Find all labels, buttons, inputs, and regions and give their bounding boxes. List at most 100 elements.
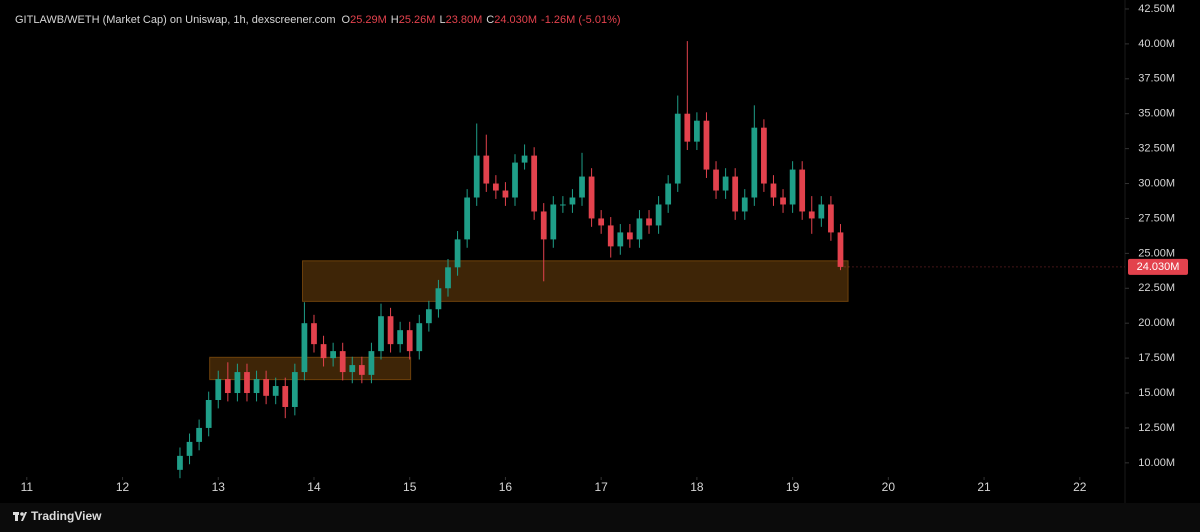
candle-body [751,127,758,198]
candle-body [435,288,442,310]
candle-body [301,323,308,373]
ohlc-value: 25.29M [350,14,387,26]
candle-body [808,211,815,219]
candle-body [598,218,605,226]
candle-body [521,155,528,163]
candle-body [263,379,269,396]
y-tick-label: 17.50M [1138,352,1175,364]
candle-body [789,169,796,205]
candle-body [818,204,825,219]
candle-body [837,232,844,267]
candle-body [186,441,193,456]
candle-body [425,309,432,324]
candle-body [828,204,834,233]
y-tick-label: 27.50M [1138,212,1175,224]
y-tick-label: 10.00M [1138,457,1175,469]
y-tick-label: 35.00M [1138,108,1175,120]
candle-body [684,113,691,142]
footer-bar [0,503,1200,532]
candle-body [770,183,777,198]
candle-body [550,204,557,240]
candle-body [406,330,413,352]
ohlc-label: H [391,14,399,26]
candle-body [512,162,518,198]
candle-body [569,197,576,205]
candle-body [368,351,375,375]
y-tick-label: 37.50M [1138,73,1175,85]
x-tick-label: 14 [307,480,321,494]
x-tick-label: 19 [786,480,800,494]
candle-body [454,239,461,268]
candle-body [761,127,767,184]
candle-body [540,211,547,240]
candle-body [492,183,499,191]
candle-body [224,379,231,394]
candle-body [617,232,624,247]
x-tick-label: 12 [116,480,130,494]
candle-body [665,183,672,205]
candle-body [205,400,212,428]
candle-body [339,351,346,373]
x-tick-label: 17 [594,480,608,494]
x-tick-label: 22 [1073,480,1087,494]
candle-body [646,218,652,226]
zone [301,260,849,302]
candle-body [703,120,710,170]
candle-body [780,197,786,205]
candle-body [416,323,423,352]
header: GITLAWB/WETH (Market Cap) on Uniswap, 1h… [15,14,621,26]
candle-body [579,176,585,198]
candle-body [464,197,471,240]
candle-body [320,344,327,359]
candle-body [607,225,614,247]
candle-body [560,204,566,206]
y-tick-label: 32.50M [1138,143,1175,155]
candle-body [311,323,317,345]
last-price-tag [1128,258,1188,275]
candle-body [291,372,298,407]
candle-body [627,232,633,240]
candle-body [244,372,250,394]
candle-body [531,155,538,212]
candle-body [234,372,241,394]
x-tick-label: 13 [212,480,226,494]
x-tick-label: 20 [882,480,896,494]
x-tick-label: 18 [690,480,704,494]
brand: TradingView [31,509,102,523]
candle-body [253,379,260,394]
ohlc-value: 23.80M [446,14,483,26]
candle-body [799,169,806,212]
candle-body [655,204,662,226]
x-tick-label: 16 [499,480,513,494]
y-tick-label: 20.00M [1138,317,1175,329]
candle-body [445,267,451,289]
candle-body [483,155,490,184]
candle-body [741,197,748,212]
candle-body [473,155,480,198]
change: -1.26M (-5.01%) [541,14,620,26]
candle-body [502,190,509,198]
candle-body [282,386,289,407]
ohlc-value: 25.26M [399,14,436,26]
ohlc-label: L [439,14,445,26]
candle-body [732,176,739,212]
candle-body [397,330,404,345]
candle-body [722,176,729,191]
candle-body [215,379,222,401]
ohlc-value: 24.030M [494,14,537,26]
y-tick-label: 30.00M [1138,177,1175,189]
logo [13,512,27,521]
x-tick-label: 21 [977,480,991,494]
candle-body [636,218,643,240]
symbol-title: GITLAWB/WETH (Market Cap) on Uniswap, 1h… [15,14,336,26]
candle-body [330,351,336,359]
candle-body [694,120,700,142]
candle-body [674,113,681,184]
y-tick-label: 15.00M [1138,387,1175,399]
candle-body [196,427,202,442]
candle-body [177,455,183,470]
ohlc-label: C [486,14,494,26]
candle-body [378,316,384,352]
